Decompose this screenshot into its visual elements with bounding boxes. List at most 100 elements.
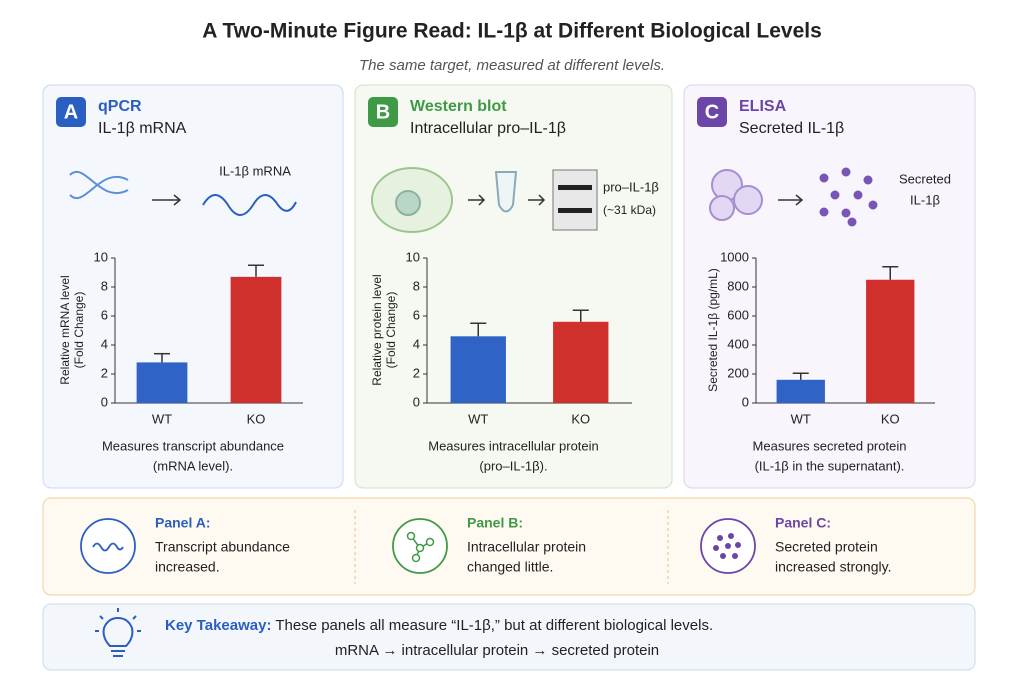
y-axis-label: (Fold Change) (72, 292, 86, 369)
error-bar (882, 265, 899, 280)
blot (552, 169, 598, 231)
panel-target: IL-1β mRNA (98, 120, 187, 137)
cell-icon (709, 195, 735, 221)
subtitle: The same target, measured at different l… (359, 57, 665, 74)
protein-dot (868, 200, 878, 210)
panel-target: Secreted IL-1β (739, 120, 844, 137)
summary-dot (735, 542, 741, 548)
protein-dot (819, 173, 829, 183)
panel-method: qPCR (98, 98, 142, 115)
y-tick-label: 6 (101, 307, 108, 322)
panel (42, 84, 344, 489)
error-bar (154, 352, 170, 363)
dna-icon (69, 171, 129, 199)
y-tick-label: 8 (101, 278, 108, 293)
takeaway-flow: mRNA → intracellular protein → secreted … (335, 642, 659, 659)
panel-caption: (IL-1β in the supernatant). (755, 458, 905, 473)
panel-method: ELISA (739, 98, 787, 115)
x-tick-label: WT (791, 411, 811, 426)
error-bar (792, 372, 809, 380)
icon-label: (~31 kDa) (603, 203, 656, 217)
summary-node (425, 537, 435, 547)
y-axis-label: Relative mRNA level (58, 275, 72, 384)
panel-badge (368, 97, 398, 127)
protein-dot (863, 175, 873, 185)
cell-icon (733, 185, 763, 215)
panel-badge (56, 97, 86, 127)
bar (866, 279, 915, 403)
y-tick-label: 4 (101, 336, 108, 351)
arrow (152, 194, 182, 206)
summary-text: increased strongly. (775, 559, 891, 575)
y-axis-label: Relative protein level (370, 274, 384, 385)
y-tick-label: 0 (742, 394, 749, 409)
panel-caption: (mRNA level). (153, 458, 233, 473)
takeaway-box (42, 603, 976, 671)
summary-dot (728, 533, 734, 539)
protein-dot (847, 217, 857, 227)
summary-dot (732, 553, 738, 559)
band (558, 208, 592, 213)
summary-node (415, 543, 425, 553)
summary-dot (720, 553, 726, 559)
y-tick-label: 1000 (720, 249, 749, 264)
icon-label: IL-1β (910, 192, 940, 207)
mrna-wave (202, 194, 297, 216)
bar (776, 379, 825, 403)
y-tick-label: 6 (413, 307, 420, 322)
summary-dot (713, 545, 719, 551)
protein-dot (841, 167, 851, 177)
method-icon (709, 167, 878, 227)
y-tick-label: 0 (413, 394, 420, 409)
y-tick-label: 200 (727, 365, 749, 380)
summary-label: Panel B: (467, 515, 523, 531)
bulb-icon (95, 608, 141, 657)
x-tick-label: KO (571, 411, 590, 426)
y-tick-label: 400 (727, 336, 749, 351)
bar (450, 336, 506, 403)
bar (553, 321, 609, 403)
y-tick-label: 4 (413, 336, 420, 351)
title: A Two-Minute Figure Read: IL-1β at Diffe… (202, 20, 822, 43)
panel-badge (697, 97, 727, 127)
protein-dot (841, 208, 851, 218)
bar (230, 276, 282, 403)
takeaway-text: Key Takeaway: These panels all measure “… (165, 617, 713, 634)
summary-text: Secreted protein (775, 539, 878, 555)
method-icon (371, 167, 598, 233)
protein-dot (830, 190, 840, 200)
icon-label: Secreted (899, 171, 951, 186)
y-tick-label: 2 (413, 365, 420, 380)
summary-dot (725, 543, 731, 549)
x-tick-label: KO (881, 411, 900, 426)
x-tick-label: WT (468, 411, 488, 426)
y-tick-label: 600 (727, 307, 749, 322)
y-tick-label: 0 (101, 394, 108, 409)
panel-caption: Measures transcript abundance (102, 438, 284, 453)
error-bar (572, 309, 589, 322)
y-tick-label: 800 (727, 278, 749, 293)
x-tick-label: KO (247, 411, 266, 426)
y-tick-label: 8 (413, 278, 420, 293)
summary-label: Panel A: (155, 515, 211, 531)
protein-dot (819, 207, 829, 217)
icon-label: IL-1β mRNA (219, 163, 291, 178)
panel-letter: B (376, 101, 390, 123)
y-tick-label: 2 (101, 365, 108, 380)
y-axis-label: Secreted IL-1β (pg/mL) (706, 268, 720, 392)
x-tick-label: WT (152, 411, 172, 426)
panel-letter: C (705, 101, 719, 123)
protein-dot (853, 190, 863, 200)
arrow (778, 194, 804, 206)
error-bar (248, 264, 264, 277)
method-icon (69, 171, 297, 216)
panel-caption: (pro–IL-1β). (479, 458, 547, 473)
summary-text: increased. (155, 559, 220, 575)
panel-method: Western blot (410, 98, 507, 115)
error-bar (470, 322, 487, 337)
summary-text: Transcript abundance (155, 539, 290, 555)
y-axis-label: (Fold Change) (384, 292, 398, 369)
panel-caption: Measures intracellular protein (428, 438, 599, 453)
panel (354, 84, 673, 489)
